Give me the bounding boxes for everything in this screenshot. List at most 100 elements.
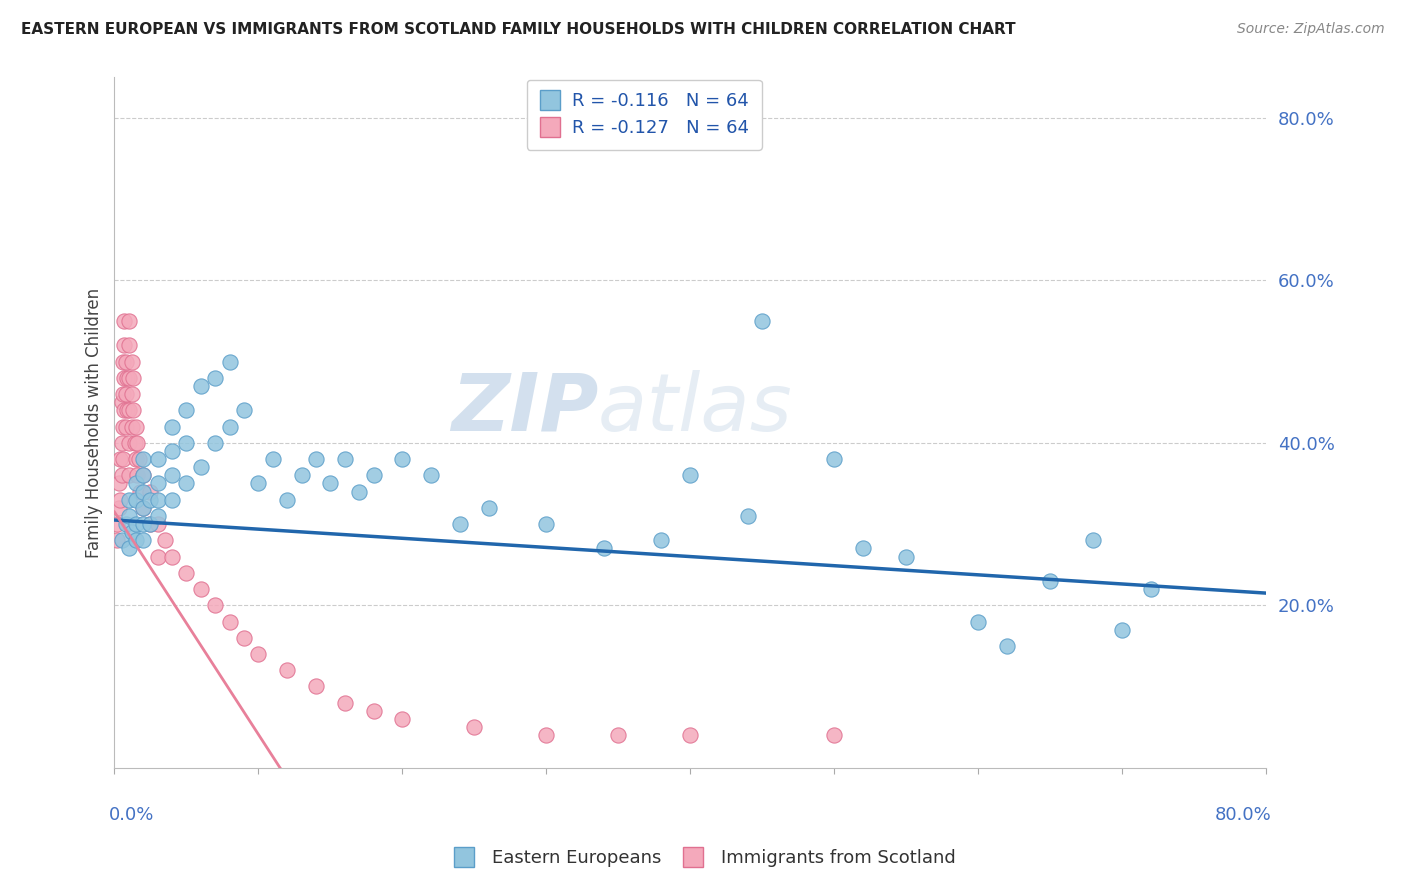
Point xyxy=(128,452,150,467)
Point xyxy=(122,403,145,417)
Point xyxy=(121,525,143,540)
Point xyxy=(108,492,131,507)
Text: EASTERN EUROPEAN VS IMMIGRANTS FROM SCOTLAND FAMILY HOUSEHOLDS WITH CHILDREN COR: EASTERN EUROPEAN VS IMMIGRANTS FROM SCOT… xyxy=(21,22,1015,37)
Point xyxy=(160,444,183,458)
Point xyxy=(391,452,413,467)
Point xyxy=(125,492,148,507)
Point xyxy=(132,517,155,532)
Point xyxy=(108,452,131,467)
Point xyxy=(592,541,614,556)
Point xyxy=(463,720,485,734)
Point xyxy=(107,476,129,491)
Point xyxy=(536,517,558,532)
Point xyxy=(114,338,136,352)
Point xyxy=(112,452,135,467)
Point xyxy=(121,387,143,401)
Point xyxy=(121,419,143,434)
Point xyxy=(146,508,169,523)
Point xyxy=(115,387,138,401)
Point xyxy=(124,435,146,450)
Point xyxy=(125,517,148,532)
Point xyxy=(146,452,169,467)
Point xyxy=(218,354,240,368)
Point xyxy=(112,419,135,434)
Point xyxy=(276,492,298,507)
Point xyxy=(896,549,918,564)
Point xyxy=(146,492,169,507)
Point xyxy=(127,468,149,483)
Point xyxy=(478,500,501,515)
Point xyxy=(420,468,443,483)
Point xyxy=(118,338,141,352)
Point xyxy=(363,704,385,718)
Point xyxy=(125,476,148,491)
Point xyxy=(114,314,136,328)
Point xyxy=(276,663,298,677)
Point xyxy=(218,615,240,629)
Point xyxy=(125,533,148,548)
Point xyxy=(160,419,183,434)
Point xyxy=(823,728,845,742)
Point xyxy=(1083,533,1105,548)
Point xyxy=(305,680,328,694)
Point xyxy=(751,314,773,328)
Point xyxy=(204,371,226,385)
Point xyxy=(347,484,370,499)
Point xyxy=(995,639,1018,653)
Text: Source: ZipAtlas.com: Source: ZipAtlas.com xyxy=(1237,22,1385,37)
Point xyxy=(176,435,198,450)
Point xyxy=(160,549,183,564)
Point xyxy=(1111,623,1133,637)
Text: ZIP: ZIP xyxy=(451,370,598,448)
Point xyxy=(139,517,162,532)
Point xyxy=(112,387,135,401)
Point xyxy=(176,566,198,580)
Point xyxy=(115,419,138,434)
Point xyxy=(176,403,198,417)
Point xyxy=(160,492,183,507)
Point xyxy=(650,533,672,548)
Point xyxy=(112,354,135,368)
Point xyxy=(132,468,155,483)
Point xyxy=(333,452,356,467)
Point xyxy=(139,517,162,532)
Legend: R = -0.116   N = 64, R = -0.127   N = 64: R = -0.116 N = 64, R = -0.127 N = 64 xyxy=(527,79,762,150)
Point xyxy=(218,419,240,434)
Point xyxy=(132,500,155,515)
Point xyxy=(607,728,630,742)
Point xyxy=(110,395,132,409)
Y-axis label: Family Households with Children: Family Households with Children xyxy=(86,287,103,558)
Point xyxy=(247,647,270,661)
Point xyxy=(118,468,141,483)
Point xyxy=(233,403,256,417)
Point xyxy=(247,476,270,491)
Point xyxy=(122,371,145,385)
Point xyxy=(190,379,212,393)
Point xyxy=(363,468,385,483)
Point xyxy=(110,435,132,450)
Point xyxy=(117,403,139,417)
Text: atlas: atlas xyxy=(598,370,793,448)
Point xyxy=(305,452,328,467)
Point xyxy=(110,533,132,548)
Point xyxy=(139,492,162,507)
Point xyxy=(204,435,226,450)
Point xyxy=(1140,582,1163,596)
Point xyxy=(391,712,413,726)
Point xyxy=(115,354,138,368)
Point xyxy=(536,728,558,742)
Point xyxy=(132,484,155,499)
Text: 0.0%: 0.0% xyxy=(108,805,155,823)
Point xyxy=(139,484,162,499)
Point xyxy=(146,549,169,564)
Point xyxy=(132,452,155,467)
Point xyxy=(110,468,132,483)
Point xyxy=(114,403,136,417)
Point xyxy=(333,696,356,710)
Point xyxy=(127,435,149,450)
Point xyxy=(114,371,136,385)
Point xyxy=(118,403,141,417)
Point xyxy=(204,599,226,613)
Point xyxy=(118,508,141,523)
Point xyxy=(115,517,138,532)
